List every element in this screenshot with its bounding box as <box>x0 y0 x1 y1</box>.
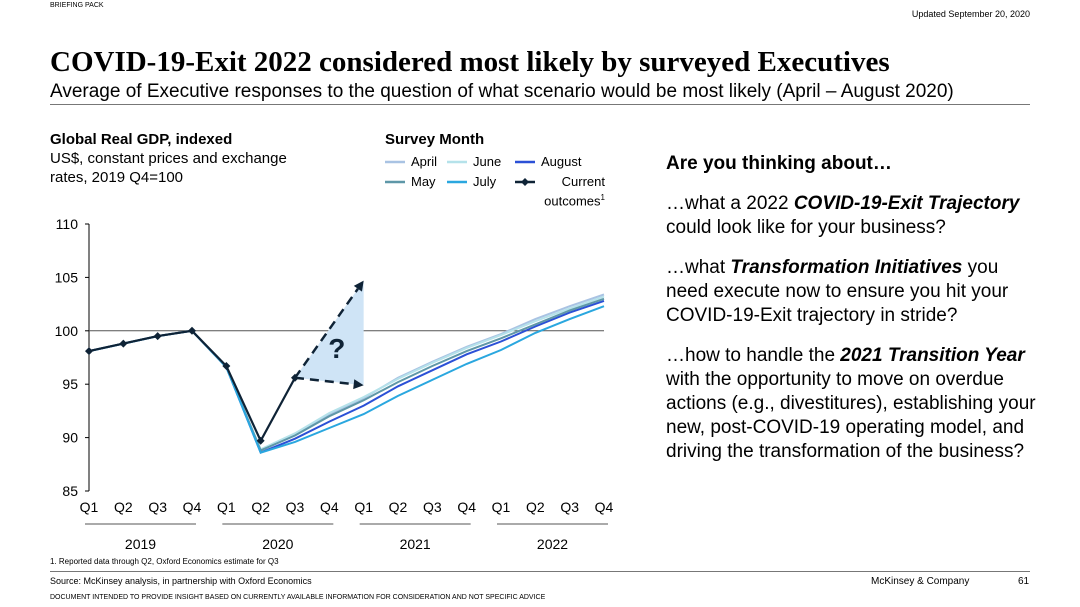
y-tick-label: 95 <box>62 376 78 392</box>
question: …what Transformation Initiatives you nee… <box>666 256 1036 328</box>
legend-label: July <box>473 174 496 189</box>
question: …what a 2022 COVID-19-Exit Trajectory co… <box>666 192 1036 240</box>
question-part: could look like for your business? <box>666 217 946 238</box>
question-part: 2021 Transition Year <box>840 345 1025 366</box>
x-tick-label: Q3 <box>286 499 305 515</box>
question-part: …what <box>666 257 731 278</box>
question-part: you need execute now to ensure you hit y… <box>666 257 1009 326</box>
x-tick-label: Q4 <box>183 499 202 515</box>
x-tick-label: Q2 <box>114 499 133 515</box>
question: …how to handle the 2021 Transition Year … <box>666 344 1036 464</box>
legend-label: Current outcomes1 <box>541 174 605 209</box>
y-tick-label: 85 <box>62 483 78 499</box>
scenario-arrowhead <box>353 280 364 292</box>
series-line <box>88 329 296 444</box>
x-tick-label: Q3 <box>423 499 442 515</box>
question-part: with the opportunity to move on overdue … <box>666 369 1036 462</box>
y-tick-label: 105 <box>55 269 79 285</box>
point-marker <box>256 436 265 445</box>
title-rule <box>50 104 1030 105</box>
header-label: BRIEFING PACK <box>50 2 104 9</box>
scenario-arrowhead <box>353 379 364 390</box>
footnote-marker: 1 <box>600 193 605 202</box>
y-tick-label: 90 <box>62 430 78 446</box>
question-part: Transformation Initiatives <box>730 257 963 278</box>
scenario-area <box>295 280 364 386</box>
x-tick-label: Q4 <box>457 499 476 515</box>
point-marker <box>85 347 93 356</box>
chart-subtitle: US$, constant prices and exchange rates,… <box>50 150 287 186</box>
legend-marker <box>521 178 529 186</box>
question-heading: Are you thinking about… <box>666 153 892 174</box>
x-tick-label: Q1 <box>217 499 236 515</box>
year-label: 2020 <box>262 536 293 552</box>
point-marker <box>222 362 231 371</box>
legend-name: April <box>411 154 438 169</box>
x-tick-label: Q3 <box>560 499 579 515</box>
slide-title: COVID-19-Exit 2022 considered most likel… <box>50 46 890 78</box>
x-tick-label: Q4 <box>320 499 339 515</box>
footnote: 1. Reported data through Q2, Oxford Econ… <box>50 557 279 566</box>
company: McKinsey & Company <box>871 576 970 587</box>
point-marker <box>119 339 128 348</box>
legend-title: Survey Month <box>385 131 485 148</box>
page-number: 61 <box>1018 576 1030 587</box>
y-tick-label: 110 <box>56 216 79 232</box>
x-tick-label: Q2 <box>251 499 270 515</box>
legend-name: Current outcomes <box>544 174 605 209</box>
x-tick-label: Q2 <box>526 499 545 515</box>
legend-name: May <box>411 174 436 189</box>
year-label: 2019 <box>125 536 156 552</box>
x-tick-label: Q1 <box>492 499 511 515</box>
x-tick-label: Q1 <box>354 499 373 515</box>
scenario-dash <box>293 288 359 379</box>
year-label: 2021 <box>400 536 431 552</box>
legend-name: July <box>473 174 497 189</box>
question-list: Are you thinking about… …what a 2022 COV… <box>666 152 1036 480</box>
point-marker <box>153 332 162 341</box>
x-tick-label: Q3 <box>148 499 167 515</box>
y-tick-label: 100 <box>55 323 79 339</box>
legend-name: June <box>473 154 502 169</box>
point-marker <box>188 326 196 335</box>
legend-label: August <box>541 154 581 169</box>
question-part: …what a 2022 <box>666 193 794 214</box>
legend-label: June <box>473 154 501 169</box>
legend-label: April <box>411 154 437 169</box>
x-tick-label: Q1 <box>80 499 99 515</box>
series-lines <box>88 293 605 454</box>
x-tick-label: Q4 <box>595 499 614 515</box>
slide-subtitle: Average of Executive responses to the qu… <box>50 81 954 102</box>
scenario-dash <box>294 376 354 386</box>
chart-title: Global Real GDP, indexed <box>50 131 233 148</box>
source: Source: McKinsey analysis, in partnershi… <box>50 576 312 586</box>
scenario-label: ? <box>328 333 345 364</box>
x-tick-label: Q2 <box>389 499 408 515</box>
legend-label: May <box>411 174 436 189</box>
legend-name: August <box>541 154 582 169</box>
updated-date: Updated September 20, 2020 <box>911 9 1030 19</box>
footer-rule <box>50 571 1030 572</box>
year-label: 2022 <box>537 536 568 552</box>
question-part: COVID-19-Exit Trajectory <box>793 193 1020 214</box>
question-part: …how to handle the <box>666 345 841 366</box>
disclaimer: DOCUMENT INTENDED TO PROVIDE INSIGHT BAS… <box>50 594 546 601</box>
